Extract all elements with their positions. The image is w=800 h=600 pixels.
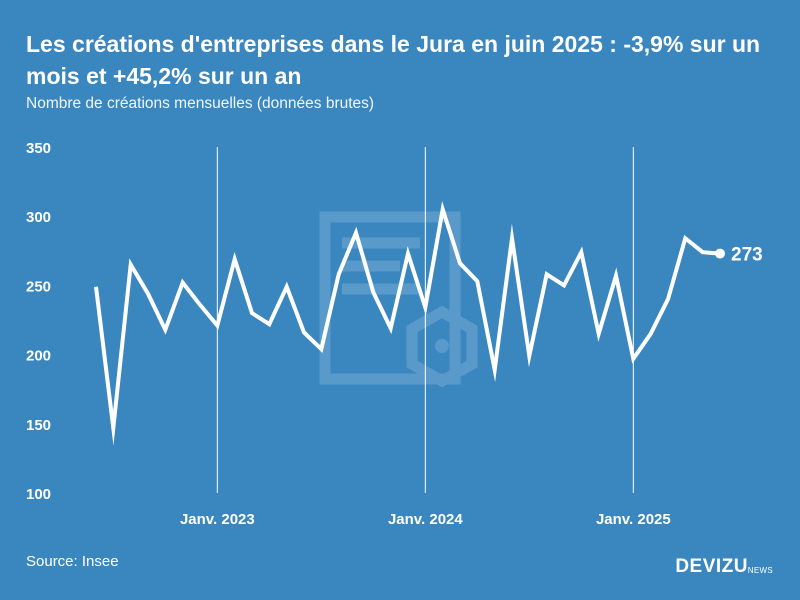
- y-tick-label: 300: [26, 209, 51, 226]
- vertical-gridlines: [216, 147, 634, 493]
- brand-suffix: NEWS: [747, 566, 773, 575]
- last-point-marker: [715, 248, 725, 259]
- y-tick-label: 350: [26, 140, 51, 157]
- y-tick-label: 200: [26, 348, 51, 365]
- x-tick-label: Janv. 2025: [596, 511, 671, 528]
- brand-logo: DEVIZU: [675, 556, 748, 577]
- x-tick-label: Janv. 2024: [388, 511, 463, 528]
- x-tick-label: Janv. 2023: [180, 511, 255, 528]
- watermark-logo-icon: [319, 211, 478, 388]
- y-tick-label: 150: [26, 417, 51, 434]
- chart-title: Les créations d'entreprises dans le Jura…: [26, 31, 761, 89]
- data-label: 273: [731, 245, 763, 266]
- y-tick-label: 250: [26, 278, 51, 295]
- source-note: Source: Insee: [26, 553, 119, 570]
- series-creations: [94, 200, 721, 446]
- y-tick-label: 100: [26, 486, 51, 503]
- chart-subtitle: Nombre de créations mensuelles (données …: [26, 95, 375, 112]
- x-axis: Janv. 2023 Janv. 2024 Janv. 2025: [180, 511, 671, 528]
- last-value-annotation: 273: [715, 245, 763, 266]
- y-axis: 100 150 200 250 300 350: [26, 140, 51, 503]
- series-line: [94, 200, 721, 446]
